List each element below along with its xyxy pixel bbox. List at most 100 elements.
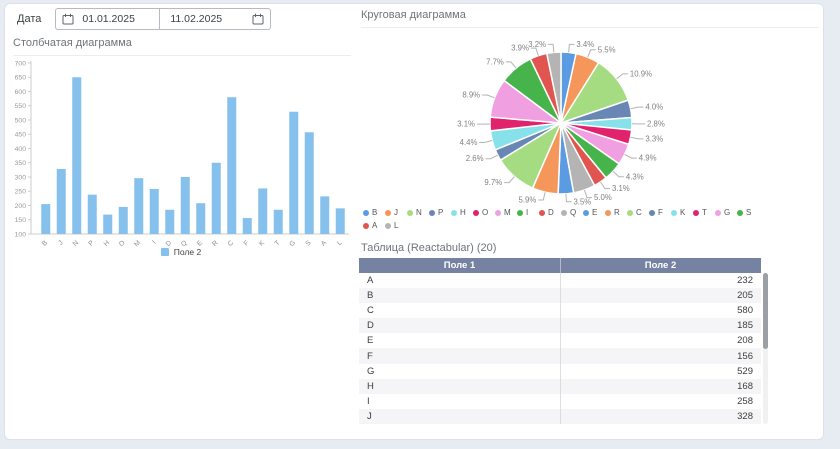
svg-text:300: 300 [15, 174, 27, 181]
pie-legend-item-P[interactable]: P [429, 208, 446, 217]
cell-field1: A [367, 275, 374, 287]
pie-chart-legend: B J N P H O M I D Q E R C F K T G S A L [363, 208, 767, 230]
pie-legend-dot [737, 209, 743, 216]
bar-G [289, 111, 299, 234]
svg-text:3.1%: 3.1% [612, 184, 630, 193]
calendar-icon[interactable] [252, 13, 264, 25]
svg-text:K: K [258, 239, 266, 247]
pie-legend-item-S[interactable]: S [737, 208, 754, 217]
pie-legend-item-J[interactable]: J [385, 208, 402, 217]
pie-legend-item-O[interactable]: O [473, 208, 490, 217]
svg-text:3.4%: 3.4% [576, 40, 594, 49]
date-filter-row: Дата 01.01.2025 11.02.2025 [17, 8, 272, 30]
cell-field1: I [367, 395, 370, 407]
cell-field2: 205 [737, 290, 753, 302]
svg-text:3.9%: 3.9% [511, 44, 529, 53]
bar-chart-legend[interactable]: Поле 2 [5, 247, 357, 257]
pie-legend-label: H [460, 208, 466, 217]
svg-text:L: L [336, 239, 344, 247]
dashboard-card: Дата 01.01.2025 11.02.2025 [4, 3, 824, 440]
bar-A [320, 196, 330, 234]
pie-legend-dot [517, 209, 523, 216]
svg-text:T: T [274, 239, 282, 247]
svg-text:700: 700 [15, 60, 27, 67]
svg-text:M: M [133, 239, 142, 247]
pie-legend-item-R[interactable]: R [605, 208, 622, 217]
bar-P [87, 194, 97, 234]
pie-legend-dot [627, 209, 633, 216]
pie-legend-label: I [526, 208, 529, 217]
cell-field2: 168 [737, 380, 753, 392]
pie-legend-item-B[interactable]: B [363, 208, 380, 217]
pie-legend-item-F[interactable]: F [649, 208, 666, 217]
pie-legend-dot [583, 209, 589, 216]
svg-text:10.9%: 10.9% [630, 69, 652, 78]
pie-legend-item-H[interactable]: H [451, 208, 468, 217]
svg-text:100: 100 [15, 231, 27, 238]
pie-chart: 3.4%5.5%10.9%4.0%2.8%3.3%4.9%4.3%3.1%5.0… [457, 40, 665, 206]
date-from-value: 01.01.2025 [82, 13, 135, 25]
svg-text:250: 250 [15, 189, 27, 196]
date-from-field[interactable]: 01.01.2025 [56, 9, 161, 29]
svg-text:4.0%: 4.0% [645, 103, 663, 112]
svg-text:G: G [288, 239, 297, 247]
bar-I [149, 188, 159, 234]
pie-legend-item-T[interactable]: T [693, 208, 710, 217]
cell-field2: 156 [737, 350, 753, 362]
svg-text:400: 400 [15, 146, 27, 153]
svg-text:200: 200 [15, 203, 27, 210]
pie-legend-label: Q [570, 208, 577, 217]
table-scrollbar-thumb[interactable] [763, 273, 768, 349]
pie-legend-item-N[interactable]: N [407, 208, 424, 217]
pie-legend-item-A[interactable]: A [363, 221, 380, 230]
pie-legend-dot [693, 209, 699, 216]
cell-field1: D [367, 320, 374, 332]
pie-legend-item-K[interactable]: K [671, 208, 688, 217]
svg-text:E: E [196, 239, 204, 247]
pie-legend-item-C[interactable]: C [627, 208, 644, 217]
pie-legend-item-E[interactable]: E [583, 208, 600, 217]
pie-legend-dot [363, 222, 369, 229]
pie-legend-dot [539, 209, 545, 216]
bar-chart-title: Столбчатая диаграмма [13, 37, 351, 56]
bar-E [196, 203, 206, 234]
pie-legend-dot [385, 222, 391, 229]
pie-legend-label: E [592, 208, 598, 217]
table-header-field2: Поле 2 [644, 260, 677, 271]
pie-legend-dot [495, 209, 501, 216]
cell-field1: E [367, 335, 374, 347]
pie-legend-dot [385, 209, 391, 216]
pie-legend-dot [451, 209, 457, 216]
svg-text:C: C [227, 239, 235, 247]
bar-T [273, 209, 283, 234]
pie-legend-dot [363, 209, 369, 216]
pie-legend-dot [561, 209, 567, 216]
bar-L [335, 208, 345, 234]
svg-text:9.7%: 9.7% [484, 178, 502, 187]
svg-text:450: 450 [15, 132, 27, 139]
table-title: Таблица (Reactabular) (20) [361, 242, 497, 254]
svg-text:4.3%: 4.3% [626, 172, 644, 181]
svg-text:Q: Q [180, 239, 189, 247]
calendar-icon[interactable] [62, 13, 74, 25]
cell-field2: 185 [737, 320, 753, 332]
svg-text:R: R [211, 239, 219, 247]
pie-legend-item-G[interactable]: G [715, 208, 732, 217]
pie-legend-item-Q[interactable]: Q [561, 208, 578, 217]
svg-text:I: I [151, 239, 157, 245]
svg-text:650: 650 [15, 75, 27, 82]
svg-text:D: D [165, 239, 173, 247]
pie-legend-item-M[interactable]: M [495, 208, 512, 217]
pie-legend-dot [473, 209, 479, 216]
pie-legend-item-D[interactable]: D [539, 208, 556, 217]
svg-text:350: 350 [15, 160, 27, 167]
bar-R [211, 162, 221, 234]
bar-chart: 100 150 200 250 300 350 400 450 500 550 600 650 700 B… [15, 60, 349, 247]
date-to-field[interactable]: 11.02.2025 [160, 9, 270, 29]
pie-legend-item-I[interactable]: I [517, 208, 534, 217]
bar-B [41, 204, 51, 234]
cell-field2: 208 [737, 335, 753, 347]
pie-legend-item-L[interactable]: L [385, 221, 402, 230]
pie-legend-label: P [438, 208, 444, 217]
table-scrollbar[interactable] [763, 273, 768, 424]
